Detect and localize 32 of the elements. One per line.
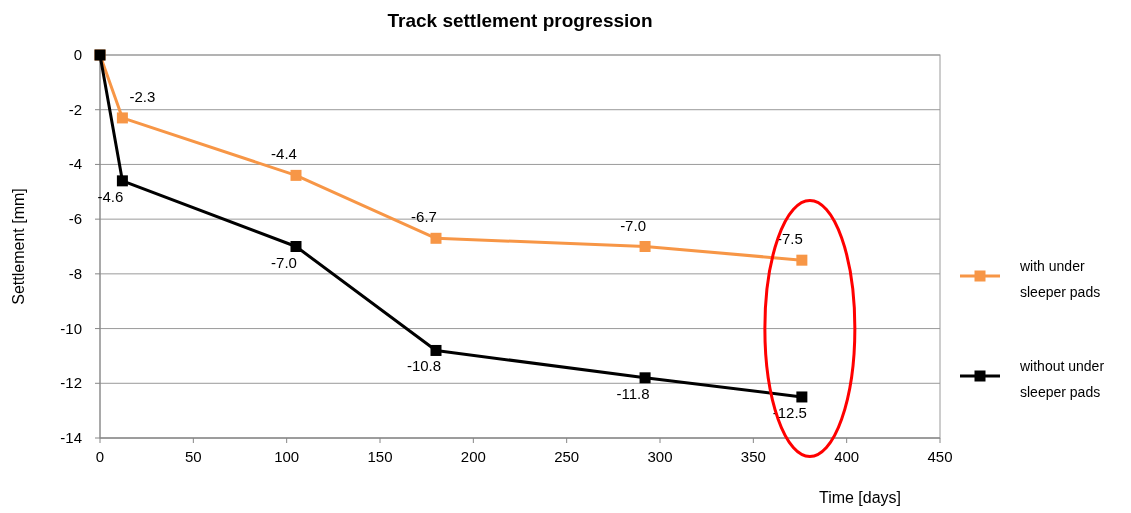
- data-label: -2.3: [129, 87, 156, 105]
- x-tick-label: 300: [647, 448, 673, 465]
- data-label: -6.7: [411, 208, 437, 226]
- y-tick-label: -4: [68, 155, 82, 173]
- data-label: -10.8: [406, 357, 442, 375]
- x-tick-label: 350: [740, 448, 766, 465]
- y-tick-label: -2: [68, 100, 82, 118]
- data-label: -7.0: [620, 216, 646, 234]
- y-tick-label: 0: [73, 46, 82, 63]
- x-tick-label: 200: [460, 448, 486, 465]
- x-axis-title: Time [days]: [818, 489, 902, 506]
- data-label: -4.4: [271, 145, 297, 163]
- data-label: -7.5: [776, 230, 803, 248]
- y-tick-label: -12: [60, 374, 82, 392]
- x-tick-label: 250: [554, 448, 580, 465]
- x-tick-label: 0: [95, 448, 105, 465]
- x-tick-label: 100: [274, 448, 300, 465]
- y-axis-title: Settlement [mm]: [10, 188, 27, 305]
- chart-title: Track settlement progression: [387, 10, 653, 31]
- x-tick-label: 50: [184, 448, 202, 465]
- y-tick-label: -10: [60, 319, 82, 337]
- data-label: -7.0: [271, 253, 297, 271]
- y-tick-label: -8: [68, 264, 82, 282]
- y-tick-label: -14: [60, 429, 82, 446]
- legend-label: without under sleeper pads: [1019, 358, 1105, 400]
- y-tick-label: -6: [68, 210, 82, 228]
- data-label: -4.6: [97, 187, 124, 205]
- data-label: -11.8: [616, 384, 650, 402]
- legend-label: with under sleeper pads: [1019, 258, 1101, 300]
- x-tick-label: 400: [834, 448, 860, 465]
- x-tick-label: 450: [927, 448, 953, 465]
- x-tick-label: 150: [367, 448, 393, 465]
